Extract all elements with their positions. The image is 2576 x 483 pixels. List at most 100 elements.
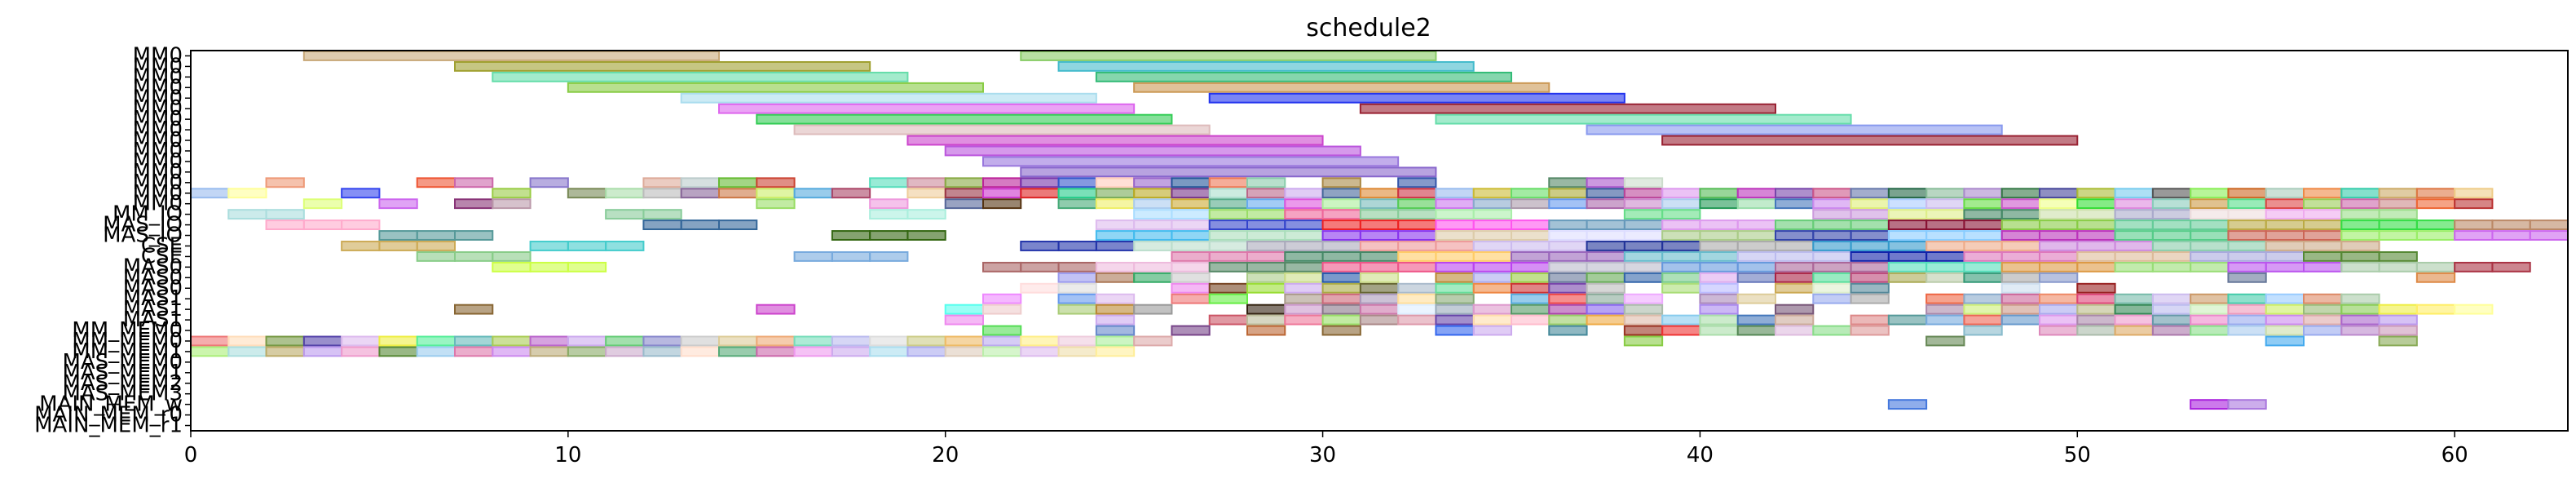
gantt-bar xyxy=(378,346,418,357)
gantt-bar xyxy=(2454,219,2494,231)
y-tick-label: MM0 xyxy=(133,64,183,89)
gantt-bar xyxy=(227,346,267,357)
gantt-bar xyxy=(1208,230,1248,241)
gantt-bar xyxy=(1208,188,1248,199)
gantt-bar xyxy=(1586,198,1625,210)
gantt-bar xyxy=(1850,314,1890,326)
gantt-bar xyxy=(1736,188,1777,199)
gantt-bar xyxy=(1057,60,1475,72)
gantt-bar xyxy=(982,261,1022,273)
gantt-bar xyxy=(1472,198,1512,210)
gantt-bar xyxy=(982,177,1022,188)
gantt-bar xyxy=(1812,261,1852,273)
x-tick-label: 60 xyxy=(2441,443,2468,467)
y-tick-label: MM0 xyxy=(133,117,183,142)
gantt-bar xyxy=(2151,314,2192,326)
gantt-bar xyxy=(2114,209,2154,220)
gantt-bar xyxy=(2039,304,2079,315)
gantt-bar xyxy=(2265,209,2305,220)
gantt-bar xyxy=(605,188,645,199)
gantt-bar xyxy=(1963,219,2003,231)
y-tick-label: MM_MEM1 xyxy=(72,339,183,364)
gantt-bar xyxy=(1661,230,1701,241)
gantt-bar xyxy=(2415,272,2456,283)
gantt-bar xyxy=(2454,261,2494,273)
y-axis: MM0MM0MM0MM0MM0MM0MM0MM0MM0MM0MM0MM0MM0M… xyxy=(34,43,191,438)
gantt-bar xyxy=(1850,325,1890,336)
gantt-bar xyxy=(1359,103,1777,114)
gantt-bar xyxy=(1736,241,1777,251)
gantt-bar xyxy=(869,250,909,262)
gantt-bar xyxy=(2378,198,2418,210)
y-tick-label: MAS0 xyxy=(123,265,183,290)
gantt-bar xyxy=(2415,219,2456,231)
gantt-bar xyxy=(1435,250,1475,262)
y-tick-label: MM_IO xyxy=(112,202,183,227)
gantt-bar xyxy=(1284,230,1324,241)
gantt-bar xyxy=(2190,325,2230,336)
gantt-bar xyxy=(2076,325,2116,336)
gantt-bar xyxy=(1133,177,1173,188)
gantt-bar xyxy=(454,230,494,241)
gantt-bar xyxy=(2227,250,2267,262)
gantt-bar xyxy=(1775,325,1815,336)
gantt-bar xyxy=(2114,241,2154,251)
gantt-bar xyxy=(2415,188,2456,199)
gantt-bar xyxy=(454,177,494,188)
gantt-bar xyxy=(2076,241,2116,251)
gantt-bar xyxy=(1586,272,1625,283)
gantt-bar xyxy=(1133,304,1173,315)
gantt-bar xyxy=(1623,241,1664,251)
gantt-bar xyxy=(2227,209,2267,220)
gantt-bar xyxy=(944,335,984,347)
gantt-bar xyxy=(454,335,494,347)
y-tick-label: MM0 xyxy=(133,43,183,68)
gantt-bar xyxy=(1699,198,1739,210)
gantt-bar xyxy=(756,304,796,315)
gantt-bar xyxy=(1133,198,1173,210)
gantt-bar xyxy=(1171,282,1211,294)
gantt-bar xyxy=(492,261,532,273)
gantt-bar xyxy=(2190,241,2230,251)
gantt-bar xyxy=(1321,241,1361,251)
gantt-bar xyxy=(1246,272,1286,283)
gantt-bar xyxy=(2491,230,2531,241)
gantt-bar xyxy=(1699,261,1739,273)
y-tick-label: MM0 xyxy=(133,160,183,184)
gantt-bar xyxy=(1321,198,1361,210)
gantt-bar xyxy=(1133,335,1173,347)
gantt-bar xyxy=(2151,188,2192,199)
gantt-bar xyxy=(1208,198,1248,210)
gantt-bar xyxy=(1623,304,1664,315)
gantt-bar xyxy=(1020,188,1060,199)
x-axis: 0 10 20 30 40 50 60 xyxy=(184,431,2468,467)
gantt-bar xyxy=(2303,241,2343,251)
gantt-bar xyxy=(2076,250,2116,262)
gantt-bar xyxy=(1736,250,1777,262)
gantt-bar xyxy=(1359,293,1400,304)
gantt-bar xyxy=(2303,325,2343,336)
gantt-bar xyxy=(793,188,833,199)
gantt-bar xyxy=(2415,261,2456,273)
gantt-bar xyxy=(1472,241,1512,251)
gantt-bar xyxy=(982,325,1022,336)
gantt-bar xyxy=(529,335,569,347)
gantt-bar xyxy=(1963,272,2003,283)
x-tick-label: 0 xyxy=(184,443,198,467)
gantt-bar xyxy=(1511,272,1550,283)
gantt-bar xyxy=(227,335,267,347)
gantt-bar xyxy=(1095,198,1136,210)
gantt-bar xyxy=(1171,219,1211,231)
gantt-bar xyxy=(1887,399,1928,410)
gantt-bar xyxy=(2151,250,2192,262)
gantt-bar xyxy=(1661,198,1701,210)
gantt-bar xyxy=(1359,272,1400,283)
gantt-bar xyxy=(2265,250,2305,262)
gantt-bar xyxy=(2114,188,2154,199)
gantt-bar xyxy=(1246,314,1286,326)
gantt-bar xyxy=(1133,219,1173,231)
x-tick-label: 50 xyxy=(2064,443,2091,467)
gantt-bar xyxy=(341,219,381,231)
gantt-bar xyxy=(2076,188,2116,199)
gantt-bar xyxy=(1472,314,1512,326)
